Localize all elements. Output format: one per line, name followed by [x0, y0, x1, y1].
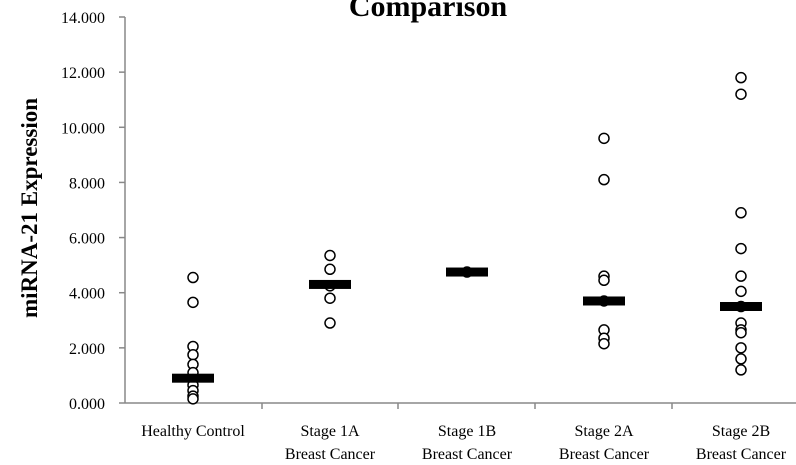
x-tick-label: Stage 1B	[438, 423, 496, 440]
data-point	[187, 349, 199, 361]
data-point	[735, 285, 747, 298]
data-point	[598, 173, 610, 186]
data-point	[324, 317, 336, 329]
y-tick-label: 4.000	[69, 286, 105, 303]
y-tick-label: 6.000	[69, 231, 105, 248]
y-tick-label: 10.000	[61, 120, 105, 137]
data-point	[598, 274, 610, 287]
x-tick-label: Breast Cancer	[285, 446, 376, 463]
mean-bar	[309, 279, 351, 289]
data-point	[324, 263, 336, 276]
x-tick-label: Stage 2B	[712, 423, 770, 440]
mean-bar	[446, 267, 488, 277]
data-points	[187, 71, 747, 405]
y-tick-label: 0.000	[69, 396, 105, 413]
y-axis-label: miRNA-21 Expression	[17, 98, 42, 318]
data-point	[735, 71, 747, 84]
data-point	[324, 249, 336, 262]
data-point	[324, 292, 336, 304]
x-tick-label: Breast Cancer	[559, 446, 650, 463]
data-point	[735, 342, 747, 354]
data-point	[735, 242, 747, 255]
chart-title: Comparison	[349, 0, 508, 23]
y-tick-label: 8.000	[69, 175, 105, 192]
data-point	[735, 326, 747, 339]
x-tick-label: Stage 1A	[300, 423, 360, 440]
data-point	[598, 337, 610, 350]
data-point	[735, 207, 747, 219]
axes	[119, 16, 796, 409]
data-point	[735, 270, 747, 282]
data-point	[187, 271, 199, 284]
y-tick-label: 2.000	[69, 341, 105, 358]
data-point	[598, 132, 610, 145]
x-tick-label: Breast Cancer	[422, 446, 513, 463]
y-tick-label: 12.000	[61, 65, 105, 82]
y-tick-label: 14.000	[61, 10, 105, 27]
data-point	[735, 88, 747, 100]
mean-bar	[172, 373, 214, 383]
data-point	[187, 296, 199, 309]
data-point	[735, 353, 747, 365]
mean-bar	[583, 296, 625, 306]
x-tick-label: Healthy Control	[141, 423, 245, 440]
y-tick-labels: 0.000 2.000 4.000 6.000 8.000 10.000 12.000 14.…	[61, 10, 105, 413]
data-point	[187, 393, 199, 405]
mean-bar	[720, 302, 762, 311]
data-point	[735, 364, 747, 376]
mean-bars	[172, 267, 762, 383]
x-tick-label: Breast Cancer	[696, 446, 787, 463]
x-tick-label: Stage 2A	[574, 423, 634, 440]
x-tick-labels: Healthy Control Stage 1A Breast Cancer Stag…	[141, 423, 787, 463]
